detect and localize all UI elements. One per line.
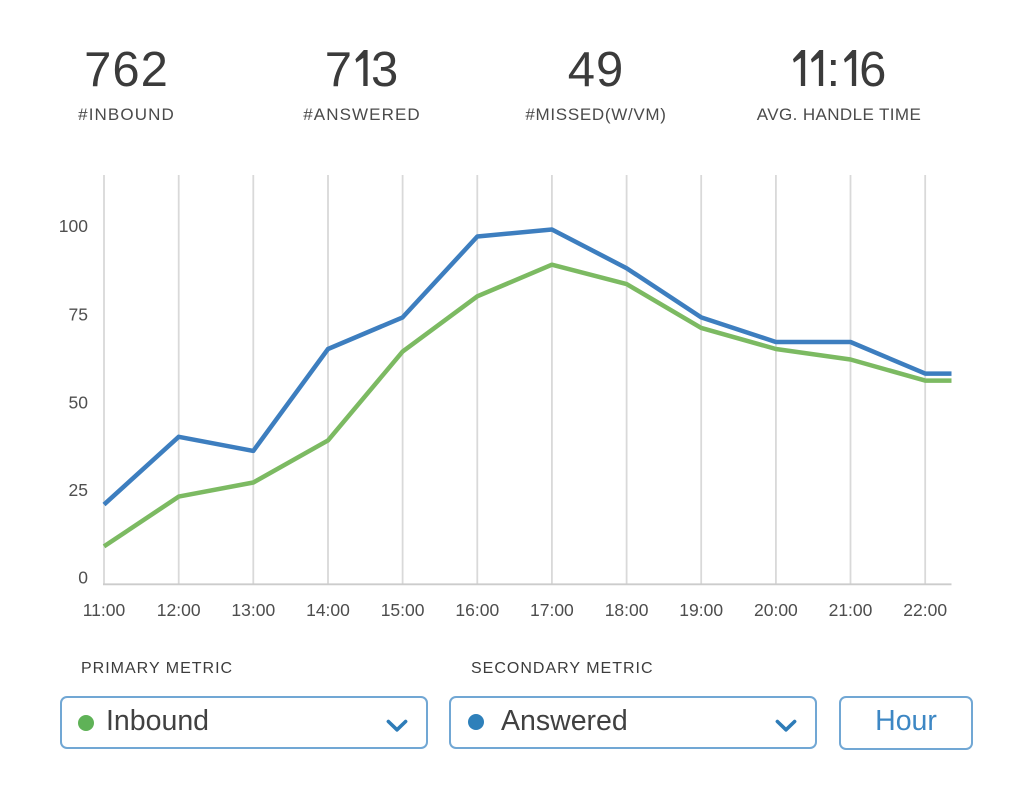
- svg-text:19:00: 19:00: [679, 600, 723, 620]
- svg-text:50: 50: [69, 393, 89, 413]
- svg-text:75: 75: [69, 304, 88, 324]
- svg-text:12:00: 12:00: [157, 600, 201, 620]
- svg-text:15:00: 15:00: [381, 600, 425, 620]
- svg-text:21:00: 21:00: [829, 600, 873, 620]
- svg-text:14:00: 14:00: [306, 600, 350, 620]
- svg-text:17:00: 17:00: [530, 600, 574, 620]
- svg-text:25: 25: [69, 480, 88, 500]
- svg-text:22:00: 22:00: [903, 600, 947, 620]
- svg-text:18:00: 18:00: [605, 600, 649, 620]
- svg-text:100: 100: [59, 216, 88, 236]
- svg-text:20:00: 20:00: [754, 600, 798, 620]
- svg-text:11:00: 11:00: [83, 600, 126, 620]
- svg-text:16:00: 16:00: [455, 600, 499, 620]
- svg-text:13:00: 13:00: [231, 600, 275, 620]
- svg-text:0: 0: [78, 567, 88, 587]
